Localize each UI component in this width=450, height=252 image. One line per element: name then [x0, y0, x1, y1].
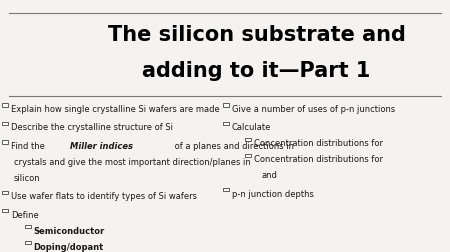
Text: Concentration distributions for: Concentration distributions for — [254, 139, 386, 148]
Bar — [3, 122, 8, 125]
Text: and: and — [261, 171, 277, 180]
Text: silicon: silicon — [14, 173, 40, 182]
Text: Find the: Find the — [11, 141, 48, 150]
Bar — [3, 141, 8, 144]
Bar — [246, 138, 252, 141]
Text: Use wafer flats to identify types of Si wafers: Use wafer flats to identify types of Si … — [11, 192, 197, 201]
Text: p-n junction depths: p-n junction depths — [232, 189, 314, 198]
Bar — [25, 225, 31, 228]
Text: Give a number of uses of p-n junctions: Give a number of uses of p-n junctions — [232, 105, 395, 114]
Bar — [3, 209, 8, 212]
Bar — [223, 122, 229, 125]
Text: Explain how single crystalline Si wafers are made: Explain how single crystalline Si wafers… — [11, 105, 220, 114]
Text: adding to it—Part 1: adding to it—Part 1 — [142, 60, 371, 81]
Bar — [3, 104, 8, 107]
Text: of a planes and directions in: of a planes and directions in — [172, 141, 294, 150]
Text: crystals and give the most important direction/planes in: crystals and give the most important dir… — [14, 157, 250, 166]
Bar — [25, 241, 31, 244]
Bar — [223, 104, 229, 107]
Text: Concentration distributions for: Concentration distributions for — [254, 155, 386, 164]
Text: Describe the crystalline structure of Si: Describe the crystalline structure of Si — [11, 123, 173, 132]
Text: Miller indices: Miller indices — [71, 141, 134, 150]
Text: Semiconductor: Semiconductor — [34, 226, 105, 235]
Text: Define: Define — [11, 210, 39, 219]
Text: The silicon substrate and: The silicon substrate and — [108, 25, 405, 45]
Text: Calculate: Calculate — [232, 123, 271, 132]
Bar — [223, 188, 229, 192]
Bar — [3, 191, 8, 194]
Bar — [246, 154, 252, 157]
Text: Doping/dopant: Doping/dopant — [34, 242, 104, 251]
